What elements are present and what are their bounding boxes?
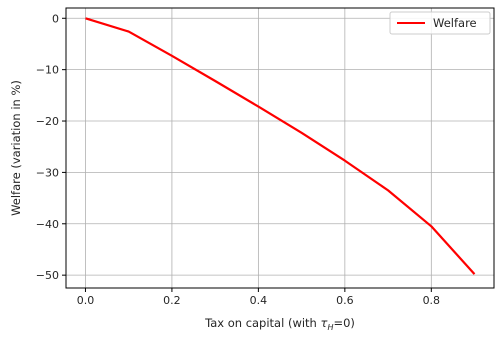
x-tick-label: 0.2 <box>163 294 181 307</box>
legend-box <box>389 11 491 35</box>
x-axis-ticks: 0.0 0.2 0.4 0.6 0.8 <box>77 288 440 307</box>
x-axis-label: Tax on capital (with τH=0) <box>204 316 355 332</box>
legend: Welfare <box>389 11 491 35</box>
legend-label-welfare: Welfare <box>433 16 477 30</box>
y-tick-label: −10 <box>36 64 59 77</box>
y-tick-label: −50 <box>36 269 59 282</box>
series-line-welfare <box>85 17 476 275</box>
x-tick-label: 0.0 <box>77 294 95 307</box>
y-tick-label: −30 <box>36 166 59 179</box>
series-layer <box>85 17 476 275</box>
y-tick-label: −40 <box>36 218 59 231</box>
y-axis-ticks: 0 −10 −20 −30 −40 −50 <box>36 12 66 282</box>
grid-lines <box>66 8 494 288</box>
x-tick-label: 0.8 <box>423 294 441 307</box>
y-axis-label: Welfare (variation in %) <box>9 80 23 216</box>
y-tick-label: −20 <box>36 115 59 128</box>
y-tick-label: 0 <box>52 12 59 25</box>
plot-frame <box>65 7 495 289</box>
x-tick-label: 0.6 <box>336 294 354 307</box>
x-tick-label: 0.4 <box>250 294 268 307</box>
